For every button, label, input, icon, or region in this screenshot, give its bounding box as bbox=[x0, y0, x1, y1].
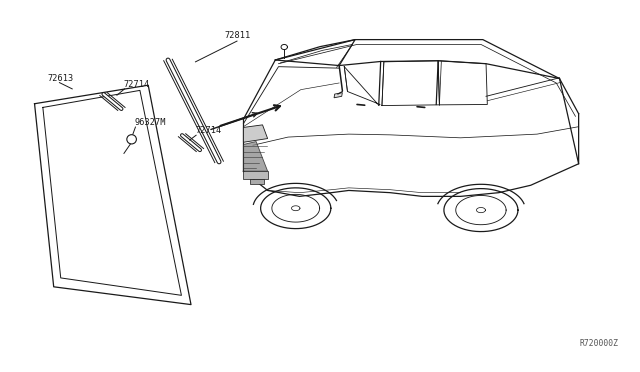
Text: 72613: 72613 bbox=[47, 74, 74, 83]
Polygon shape bbox=[243, 141, 268, 171]
Text: 72714: 72714 bbox=[124, 80, 150, 89]
Text: 96327M: 96327M bbox=[135, 118, 166, 127]
Text: 72714: 72714 bbox=[195, 126, 221, 135]
Text: 72811: 72811 bbox=[224, 31, 250, 40]
Polygon shape bbox=[243, 171, 268, 179]
Polygon shape bbox=[334, 93, 342, 98]
Text: R720000Z: R720000Z bbox=[580, 339, 619, 348]
Polygon shape bbox=[250, 179, 264, 184]
Polygon shape bbox=[243, 125, 268, 142]
